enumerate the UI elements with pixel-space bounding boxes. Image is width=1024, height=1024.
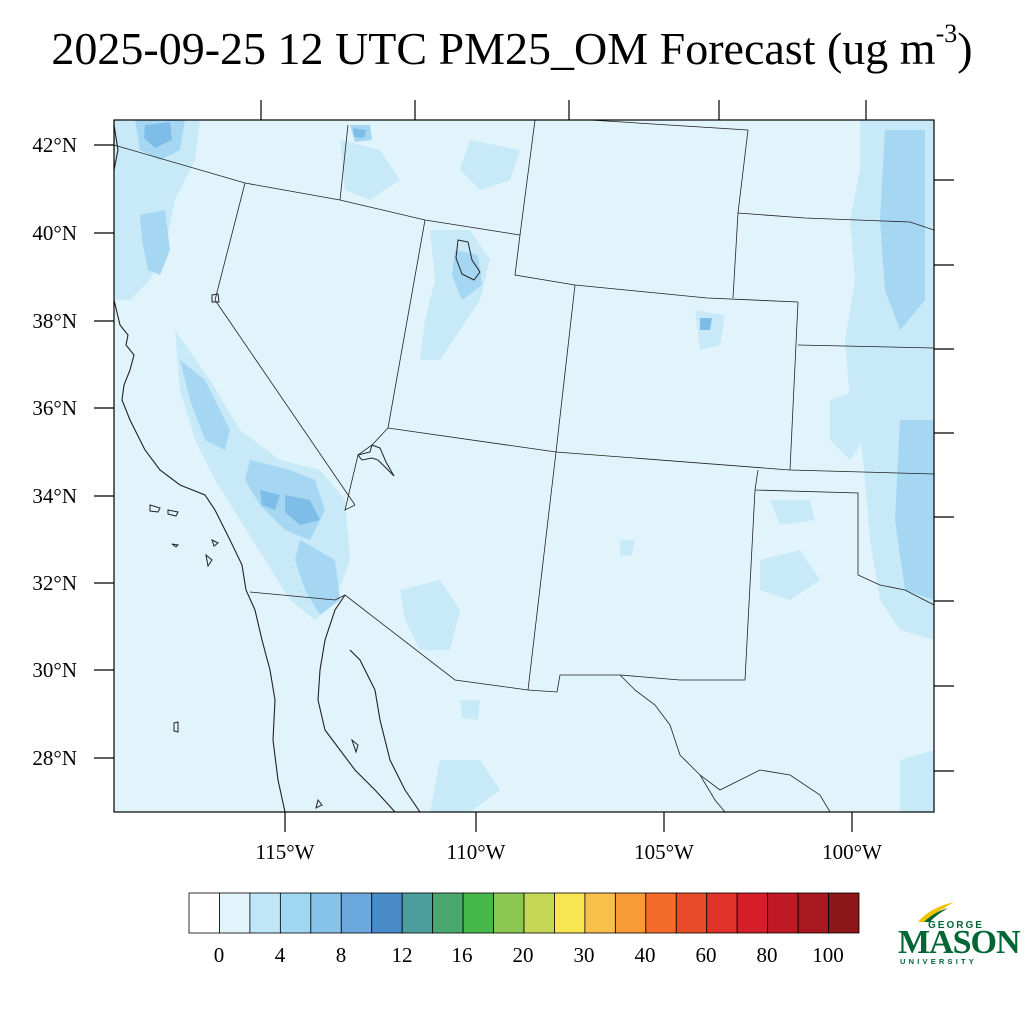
lat-label-28n: 28°N bbox=[32, 746, 77, 770]
colorbar-swatch-16 bbox=[675, 892, 708, 934]
right-ticks bbox=[934, 179, 954, 772]
colorbar-swatch-8 bbox=[432, 892, 464, 934]
colorbar-swatch-19 bbox=[767, 892, 799, 934]
colorbar-label-30: 30 bbox=[574, 943, 595, 967]
lon-label-105w: 105°W bbox=[634, 840, 694, 864]
colorbar bbox=[188, 892, 860, 934]
lat-label-38n: 38°N bbox=[32, 309, 77, 333]
colorbar-label-0: 0 bbox=[214, 943, 225, 967]
lon-label-110w: 110°W bbox=[447, 840, 506, 864]
colorbar-label-40: 40 bbox=[635, 943, 656, 967]
george-mason-logo: GEORGE MASON UNIVERSITY bbox=[898, 900, 1021, 970]
colorbar-label-60: 60 bbox=[696, 943, 717, 967]
colorbar-swatch-17 bbox=[706, 892, 738, 934]
colorbar-swatch-1 bbox=[219, 892, 251, 934]
boundaries bbox=[114, 120, 934, 812]
logo-wing-icon bbox=[918, 902, 954, 922]
colorbar-labels: 0 4 8 12 16 20 30 40 60 80 100 bbox=[214, 943, 844, 967]
lon-label-115w: 115°W bbox=[256, 840, 315, 864]
top-ticks bbox=[260, 100, 867, 120]
gulf-coastline bbox=[317, 594, 396, 812]
lat-label-30n: 30°N bbox=[32, 658, 77, 682]
colorbar-swatch-6 bbox=[371, 892, 403, 934]
logo-line-university: UNIVERSITY bbox=[900, 957, 978, 966]
lat-label-34n: 34°N bbox=[32, 484, 77, 508]
lat-label-36n: 36°N bbox=[32, 396, 77, 420]
colorbar-swatch-10 bbox=[493, 892, 525, 934]
colorbar-label-8: 8 bbox=[336, 943, 347, 967]
lat-label-32n: 32°N bbox=[32, 571, 77, 595]
lon-label-100w: 100°W bbox=[822, 840, 882, 864]
colorbar-swatch-14 bbox=[614, 892, 647, 934]
colorbar-label-80: 80 bbox=[757, 943, 778, 967]
colorbar-swatch-9 bbox=[462, 892, 494, 934]
colorbar-swatch-12 bbox=[554, 892, 586, 934]
logo-line-george: GEORGE bbox=[928, 920, 984, 931]
colorbar-swatch-11 bbox=[523, 892, 555, 934]
pacific-coastline bbox=[114, 124, 286, 812]
left-ticks bbox=[94, 144, 114, 759]
colorbar-swatch-20 bbox=[797, 892, 829, 934]
colorbar-label-12: 12 bbox=[392, 943, 413, 967]
map-title: 2025-09-25 12 UTC PM25_OM Forecast (ug m… bbox=[0, 18, 1024, 75]
logo-line-mason: MASON bbox=[898, 924, 1021, 961]
colorbar-swatch-4 bbox=[310, 892, 342, 934]
colorbar-swatch-5 bbox=[340, 892, 373, 934]
lat-label-40n: 40°N bbox=[32, 221, 77, 245]
colorbar-label-4: 4 bbox=[275, 943, 286, 967]
title-exponent: -3 bbox=[935, 18, 958, 48]
title-close: ) bbox=[957, 23, 973, 74]
colorbar-swatch-7 bbox=[401, 892, 434, 934]
colorbar-label-100: 100 bbox=[812, 943, 844, 967]
colorbar-label-20: 20 bbox=[513, 943, 534, 967]
colorbar-swatch-2 bbox=[249, 892, 281, 934]
map-frame bbox=[113, 119, 935, 813]
bottom-ticks bbox=[284, 812, 853, 832]
colorbar-swatch-21 bbox=[828, 892, 860, 934]
colorbar-label-16: 16 bbox=[452, 943, 473, 967]
title-text: 2025-09-25 12 UTC PM25_OM Forecast (ug m bbox=[51, 23, 936, 74]
colorbar-swatch-15 bbox=[645, 892, 677, 934]
lat-label-42n: 42°N bbox=[32, 133, 77, 157]
colorbar-swatch-0 bbox=[188, 892, 220, 934]
colorbar-swatch-3 bbox=[279, 892, 312, 934]
concentration-field bbox=[114, 120, 934, 812]
colorbar-swatch-13 bbox=[584, 892, 616, 934]
colorbar-swatch-18 bbox=[736, 892, 769, 934]
